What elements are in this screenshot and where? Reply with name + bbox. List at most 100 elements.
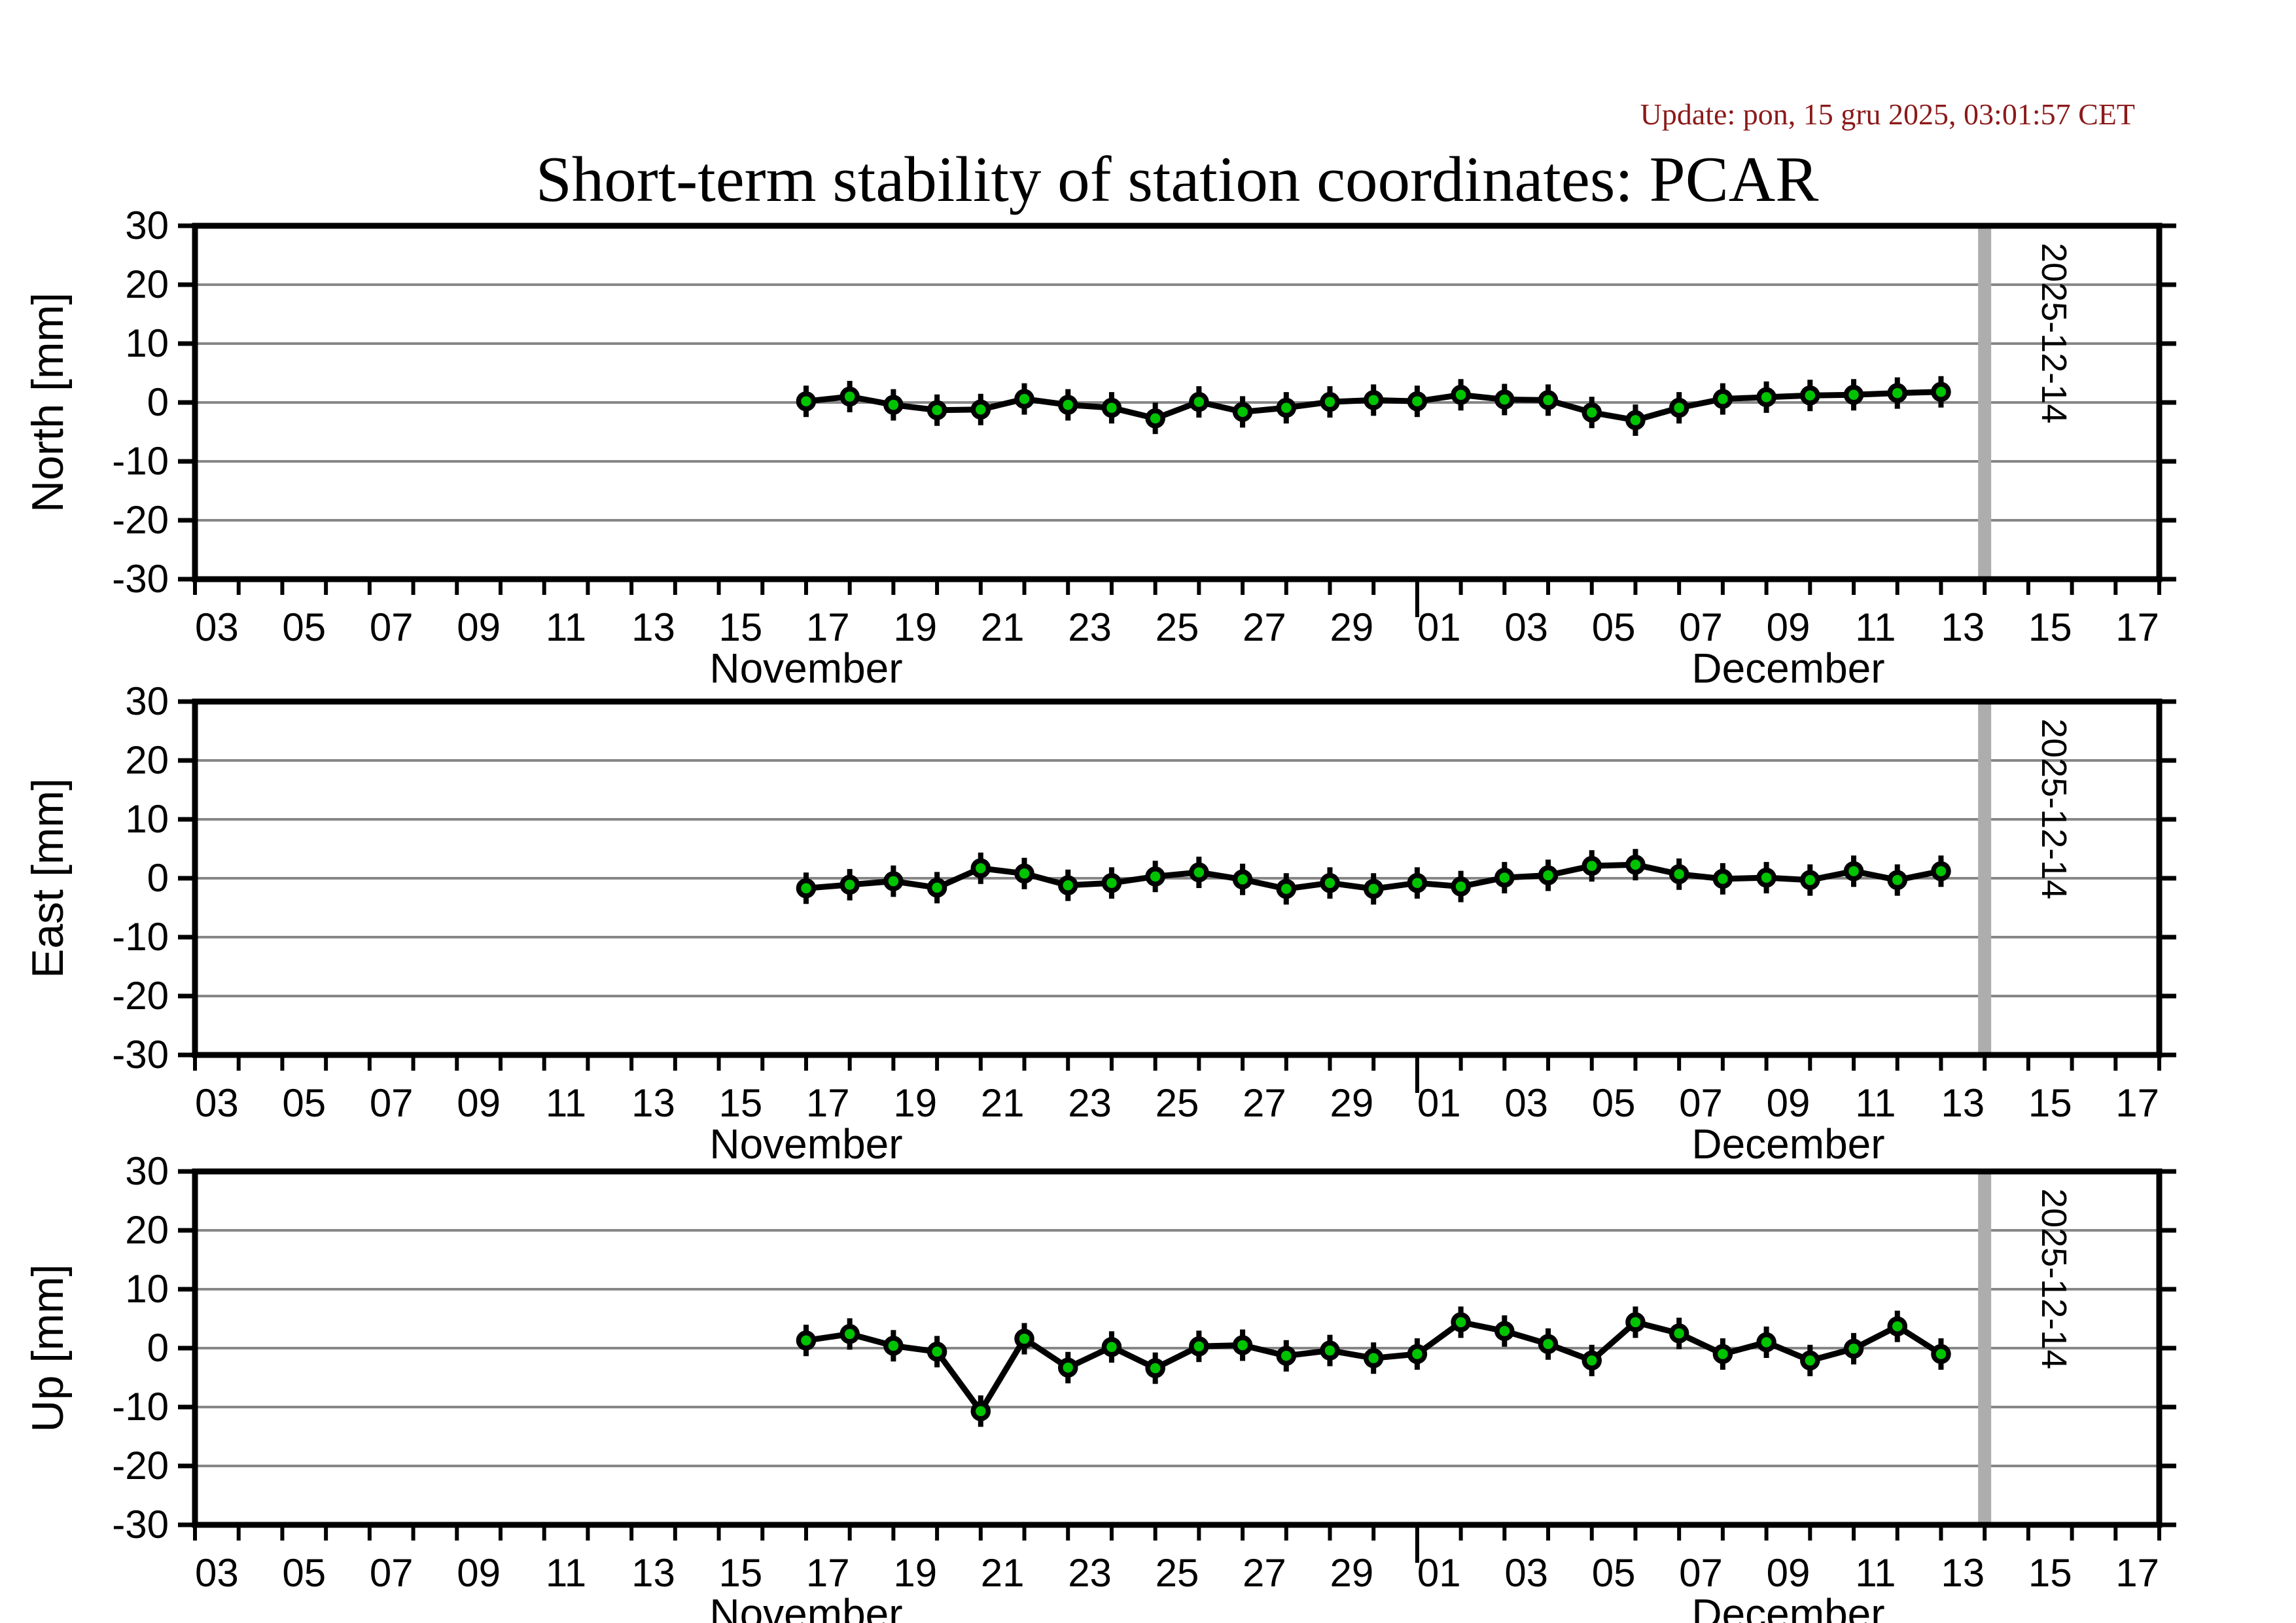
x-tick-label: 11 xyxy=(1855,1551,1896,1595)
data-point xyxy=(1320,872,1340,893)
panel-east: 2025-12-14 30 20 10 0 -10 -20 -30 03 05 07 09 11 13 15… xyxy=(23,679,2176,1168)
y-tick-label: 10 xyxy=(125,1267,169,1311)
x-tick-label: 29 xyxy=(1330,1081,1373,1125)
x-tick-label: 13 xyxy=(631,1081,675,1125)
data-point xyxy=(1669,397,1689,418)
x-tick-label: 05 xyxy=(1592,605,1636,649)
x-tick-label: 09 xyxy=(1767,1081,1810,1125)
data-point xyxy=(1189,1336,1209,1357)
data-point xyxy=(1581,855,1602,876)
panel-frame xyxy=(192,698,2163,1058)
x-tick-label: 01 xyxy=(1417,1551,1461,1595)
month-label: December xyxy=(1691,1590,1884,1623)
data-point xyxy=(1451,1312,1471,1332)
y-tick-label: -30 xyxy=(112,1033,169,1077)
x-tick-label: 21 xyxy=(981,1551,1025,1595)
data-point xyxy=(1887,1316,1907,1336)
x-tick-label: 15 xyxy=(2028,605,2072,649)
y-tick-label: 20 xyxy=(125,262,169,306)
x-tick-label: 29 xyxy=(1330,1551,1373,1595)
data-point xyxy=(1538,390,1559,410)
data-point xyxy=(839,386,860,407)
data-point xyxy=(1843,1338,1864,1359)
data-point xyxy=(839,874,860,895)
month-label: December xyxy=(1691,1120,1884,1168)
x-tick-label: 25 xyxy=(1156,1551,1199,1595)
data-point xyxy=(883,1336,904,1356)
x-tick-label: 07 xyxy=(370,1081,414,1125)
data-point xyxy=(927,1342,947,1362)
data-point xyxy=(796,878,817,899)
x-tick-label: 19 xyxy=(893,1551,937,1595)
data-point xyxy=(1363,878,1384,899)
data-point xyxy=(1494,1321,1515,1342)
month-label: December xyxy=(1691,645,1884,692)
data-point xyxy=(1931,861,1951,882)
data-point xyxy=(970,1401,991,1421)
x-tick-label: 03 xyxy=(195,1081,239,1125)
data-point xyxy=(927,878,947,898)
data-point xyxy=(1494,389,1515,410)
y-tick-label: 0 xyxy=(147,1326,169,1370)
data-point xyxy=(1101,872,1122,893)
x-tick-label: 15 xyxy=(2028,1081,2072,1125)
data-point xyxy=(1887,383,1907,403)
x-tick-label: 03 xyxy=(195,1551,239,1595)
data-point xyxy=(796,1330,817,1351)
y-tick-label: -30 xyxy=(112,557,169,601)
x-tick-label: 05 xyxy=(1592,1551,1636,1595)
data-point xyxy=(1800,870,1820,890)
y-tick-label: 20 xyxy=(125,1208,169,1252)
data-point xyxy=(1232,1335,1253,1355)
data-point xyxy=(1276,397,1297,418)
x-tick-label: 23 xyxy=(1068,1081,1112,1125)
data-point xyxy=(1407,391,1428,412)
x-tick-label: 09 xyxy=(457,605,501,649)
x-tick-label: 13 xyxy=(1941,1081,1985,1125)
data-point xyxy=(1057,875,1078,896)
data-point xyxy=(883,871,904,891)
data-point xyxy=(1145,866,1165,887)
data-point xyxy=(1451,385,1471,405)
data-point xyxy=(1363,390,1384,410)
data-point xyxy=(1014,863,1034,884)
data-point xyxy=(1800,1350,1820,1371)
x-tick-label: 29 xyxy=(1330,605,1373,649)
data-point xyxy=(1538,1334,1559,1354)
update-timestamp: Update: pon, 15 gru 2025, 03:01:57 CET xyxy=(1640,98,2135,131)
event-band xyxy=(1978,702,1992,1055)
x-tick-label: 21 xyxy=(981,605,1025,649)
x-tick-label: 07 xyxy=(370,1551,414,1595)
data-point xyxy=(1843,385,1864,405)
x-tick-label: 11 xyxy=(546,605,586,649)
data-point xyxy=(1189,862,1209,883)
y-tick-label: -20 xyxy=(112,1444,169,1488)
x-tick-label: 13 xyxy=(631,1551,675,1595)
x-tick-label: 23 xyxy=(1068,1551,1112,1595)
x-tick-label: 17 xyxy=(806,1081,850,1125)
x-tick-label: 03 xyxy=(1504,1081,1548,1125)
x-tick-label: 15 xyxy=(719,1551,763,1595)
data-point xyxy=(1494,867,1515,888)
data-point xyxy=(1145,1358,1165,1378)
x-tick-label: 05 xyxy=(282,1081,326,1125)
x-tick-label: 05 xyxy=(1592,1081,1636,1125)
data-point xyxy=(1189,391,1209,412)
x-tick-label: 09 xyxy=(457,1081,501,1125)
data-point xyxy=(796,391,817,412)
y-axis-title: North [mm] xyxy=(23,293,73,512)
data-point xyxy=(1581,1350,1602,1371)
x-tick-label: 25 xyxy=(1156,1081,1199,1125)
data-point xyxy=(1625,1312,1646,1332)
x-tick-label: 11 xyxy=(546,1081,586,1125)
data-point xyxy=(1363,1348,1384,1368)
y-tick-label: 30 xyxy=(125,1149,169,1193)
data-point xyxy=(1625,410,1646,431)
data-point xyxy=(1625,855,1646,875)
data-point xyxy=(1756,867,1776,888)
data-point xyxy=(1101,397,1122,418)
y-axis-title: Up [mm] xyxy=(23,1264,73,1433)
x-tick-label: 21 xyxy=(981,1081,1025,1125)
month-label: November xyxy=(709,645,902,692)
